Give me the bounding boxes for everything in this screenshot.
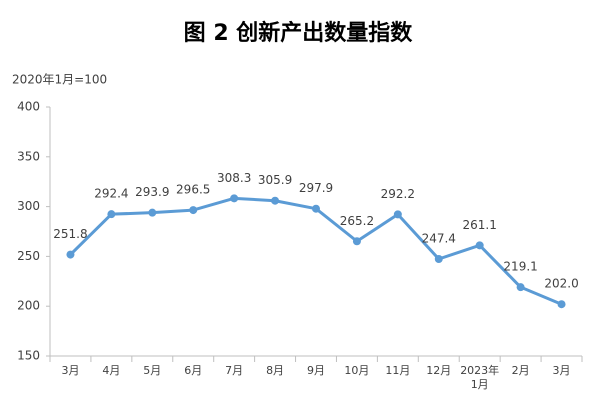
point (475, 241, 484, 250)
value-label: 308.3 (217, 171, 251, 185)
value-label: 219.1 (503, 260, 537, 274)
x-tick-label: 4月 (102, 364, 121, 377)
point (557, 300, 566, 309)
point (189, 206, 198, 215)
line (69, 196, 563, 306)
value-label: 293.9 (135, 185, 169, 199)
point (516, 283, 525, 292)
value-label: 305.9 (258, 173, 292, 187)
value-label: 297.9 (299, 181, 333, 195)
x-tick-label: 2023年 1月 (460, 364, 500, 391)
point (148, 208, 157, 217)
point (434, 254, 443, 263)
x-tick-label: 12月 (426, 364, 452, 377)
x-tick-label: 5月 (143, 364, 162, 377)
point (66, 250, 75, 259)
y-tick-label: 150 (17, 349, 40, 363)
x-tick-label: 7月 (225, 364, 244, 377)
point (352, 237, 361, 246)
y-tick-label: 250 (17, 249, 40, 263)
y-axis-label: 2020年1月=100 (12, 73, 107, 87)
value-label: 247.4 (422, 231, 456, 245)
x-tick-label: 8月 (266, 364, 285, 377)
x-tick-label: 9月 (307, 364, 325, 377)
x-tick-label: 10月 (344, 364, 370, 377)
value-label: 202.0 (544, 277, 578, 291)
point (312, 204, 320, 213)
point (230, 194, 239, 203)
x-tick-label: 3月 (552, 364, 571, 377)
y-tick-label: 200 (17, 299, 40, 313)
y-tick-label: 400 (17, 100, 40, 114)
chart-title: 图 2 创新产出数量指数 (184, 20, 414, 46)
value-label: 265.2 (340, 214, 374, 228)
point (271, 196, 280, 205)
y-tick-label: 350 (17, 149, 40, 163)
point (393, 210, 402, 219)
value-label: 261.1 (463, 218, 497, 232)
value-label: 292.4 (94, 187, 128, 201)
x-tick-label: 6月 (184, 364, 203, 377)
point (107, 210, 116, 219)
value-label: 251.8 (53, 227, 87, 241)
x-tick-label: 3月 (61, 364, 80, 377)
x-tick-label: 11月 (385, 364, 411, 377)
y-tick-label: 300 (17, 199, 40, 213)
x-tick-label: 2月 (511, 364, 530, 377)
value-label: 292.2 (381, 187, 415, 201)
value-label: 296.5 (176, 183, 210, 197)
